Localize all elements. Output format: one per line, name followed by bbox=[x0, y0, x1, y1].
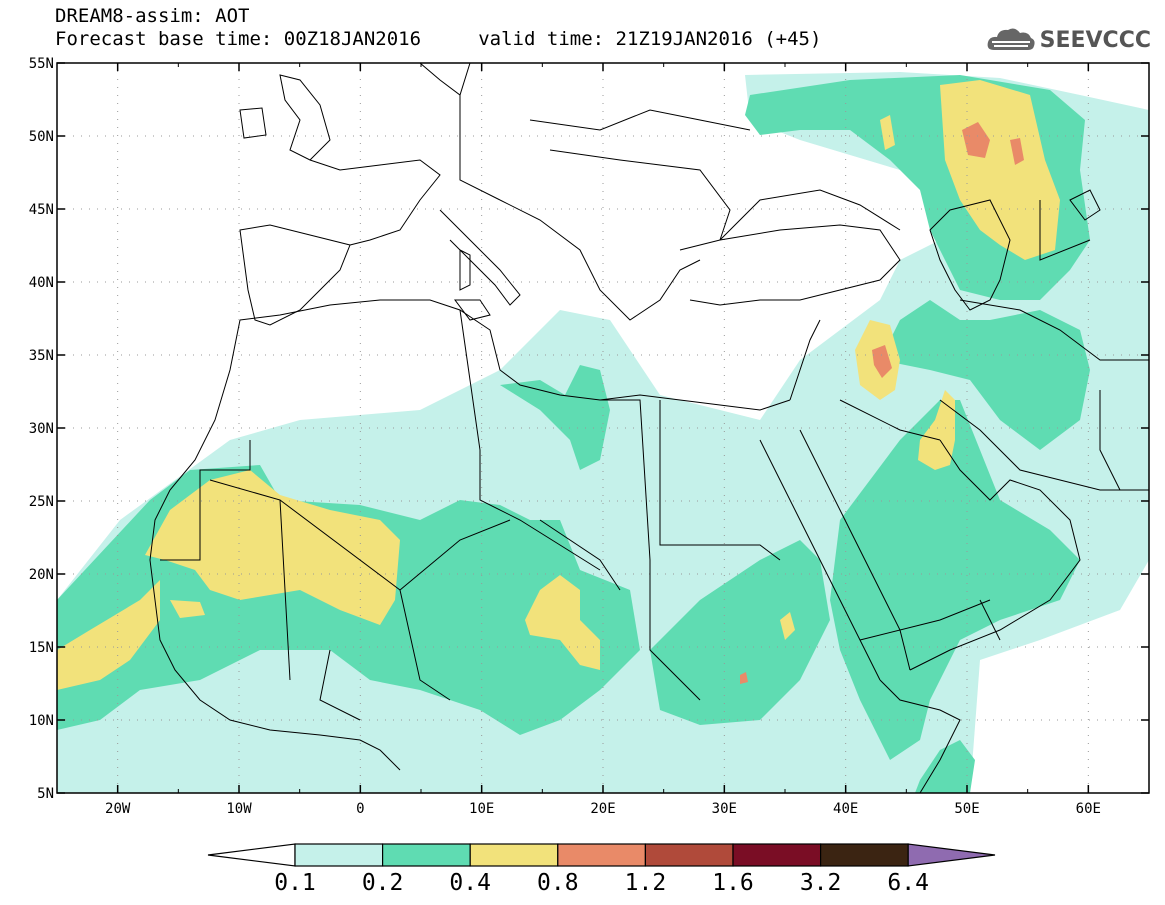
lat-tick-label: 35N bbox=[29, 348, 54, 364]
lon-tick-label: 50E bbox=[954, 801, 979, 817]
colorbar-label: 0.1 bbox=[274, 870, 316, 896]
brand-logo: SEEVCCC bbox=[986, 26, 1151, 54]
colorbar-under-triangle bbox=[207, 843, 296, 867]
colorbar-over-triangle bbox=[907, 843, 996, 867]
colorbar-label: 0.2 bbox=[362, 870, 404, 896]
aot-level-0.4 bbox=[57, 80, 1060, 690]
lat-tick-label: 25N bbox=[29, 494, 54, 510]
lon-tick-label: 60E bbox=[1076, 801, 1101, 817]
lat-tick-label: 30N bbox=[29, 421, 54, 437]
lat-tick-label: 15N bbox=[29, 640, 54, 656]
colorbar-segment bbox=[819, 843, 909, 867]
lat-tick-label: 40N bbox=[29, 275, 54, 291]
colorbar-segment bbox=[294, 843, 384, 867]
map-subtitle: Forecast base time: 00Z18JAN2016 valid t… bbox=[55, 28, 822, 50]
lat-axis: 5N 10N 15N 20N 25N 30N 35N 40N 45N 50N 55N bbox=[29, 56, 1149, 802]
colorbar-label: 0.8 bbox=[537, 870, 579, 896]
colorbar-segment bbox=[644, 843, 734, 867]
lon-tick-label: 30E bbox=[712, 801, 737, 817]
colorbar-segment bbox=[469, 843, 559, 867]
colorbar-label: 3.2 bbox=[800, 870, 842, 896]
lat-tick-label: 5N bbox=[37, 786, 54, 802]
grid-lines bbox=[57, 63, 1149, 793]
colorbar: 0.1 0.2 0.4 0.8 1.2 1.6 3.2 6.4 bbox=[207, 843, 996, 896]
lon-tick-label: 0 bbox=[356, 801, 364, 817]
lon-tick-label: 40E bbox=[833, 801, 858, 817]
lat-tick-label: 20N bbox=[29, 567, 54, 583]
lat-tick-label: 50N bbox=[29, 129, 54, 145]
colorbar-segment bbox=[557, 843, 646, 867]
lon-tick-label: 20E bbox=[590, 801, 615, 817]
colorbar-segment bbox=[382, 843, 471, 867]
aot-level-0.8 bbox=[740, 122, 1024, 684]
lat-tick-label: 10N bbox=[29, 713, 54, 729]
colorbar-label: 1.2 bbox=[625, 870, 667, 896]
colorbar-label: 0.4 bbox=[449, 870, 491, 896]
lon-tick-label: 20W bbox=[105, 801, 131, 817]
colorbar-label: 1.6 bbox=[712, 870, 754, 896]
aot-field bbox=[57, 72, 1149, 793]
colorbar-segment bbox=[732, 843, 822, 867]
coastlines bbox=[149, 63, 1149, 793]
brand-name: SEEVCCC bbox=[1039, 27, 1151, 53]
lon-tick-label: 10E bbox=[469, 801, 494, 817]
map-title: DREAM8-assim: AOT bbox=[55, 5, 250, 27]
lon-tick-label: 10W bbox=[226, 801, 252, 817]
lat-tick-label: 45N bbox=[29, 202, 54, 218]
cloud-icon bbox=[987, 28, 1035, 50]
lon-axis: 20W 10W 0 10E 20E 30E 40E 50E 60E bbox=[56, 63, 1150, 817]
lat-tick-label: 55N bbox=[29, 56, 54, 72]
colorbar-label: 6.4 bbox=[887, 870, 929, 896]
